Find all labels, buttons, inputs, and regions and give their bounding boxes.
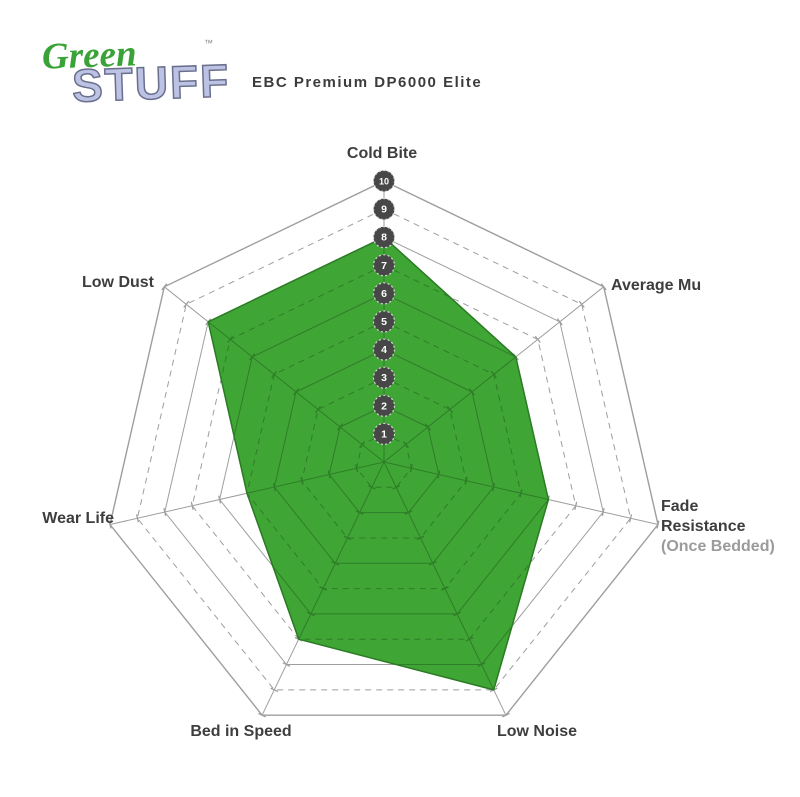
scale-badge: [372, 310, 396, 333]
axis-label-fade-resistance: Fade Resistance (Once Bedded): [661, 497, 775, 557]
scale-badge-number: 4: [381, 344, 387, 356]
scale-badge-number: 5: [381, 316, 387, 328]
axis-label-low-noise: Low Noise: [496, 723, 577, 740]
scale-badge-number: 9: [381, 204, 387, 216]
scale-badges: 1 2 3 4 5 6 7 8 9 10: [372, 169, 396, 445]
fade-label-line1: Fade: [661, 498, 699, 515]
trademark-symbol: ™: [204, 38, 213, 48]
scale-badge-number: 7: [381, 260, 387, 272]
scale-badge: [372, 226, 396, 249]
logo-word-green: Green: [41, 33, 138, 78]
fade-label-line2: Resistance: [661, 518, 746, 535]
scale-badge: [372, 282, 396, 305]
axis-label-average-mu: Average Mu: [611, 277, 702, 294]
scale-badge: [372, 394, 396, 417]
greenstuff-logo: Green STUFF ™: [38, 33, 231, 126]
page-title: EBC Premium DP6000 Elite: [252, 74, 483, 91]
scale-badge: [372, 254, 396, 277]
scale-badge-number: 6: [381, 288, 387, 300]
axis-label-bed-in-speed: Bed in Speed: [190, 723, 292, 740]
scale-badge: [372, 198, 396, 221]
axis-label-wear-life: Wear Life: [42, 510, 114, 527]
scale-badge-number: 3: [381, 372, 387, 384]
scale-badge-number: 2: [381, 400, 387, 412]
axis-label-low-dust: Low Dust: [82, 274, 154, 291]
scale-badge-number: 8: [381, 232, 387, 244]
scale-badge-number: 10: [379, 177, 389, 187]
scale-badge: [372, 366, 396, 389]
scale-badge: [372, 338, 396, 361]
axis-label-cold-bite: Cold Bite: [346, 145, 418, 162]
scale-badge: [372, 422, 396, 445]
fade-label-once-bedded: (Once Bedded): [661, 538, 775, 555]
scale-badge-number: 1: [381, 428, 387, 440]
scale-badge: [372, 169, 396, 193]
